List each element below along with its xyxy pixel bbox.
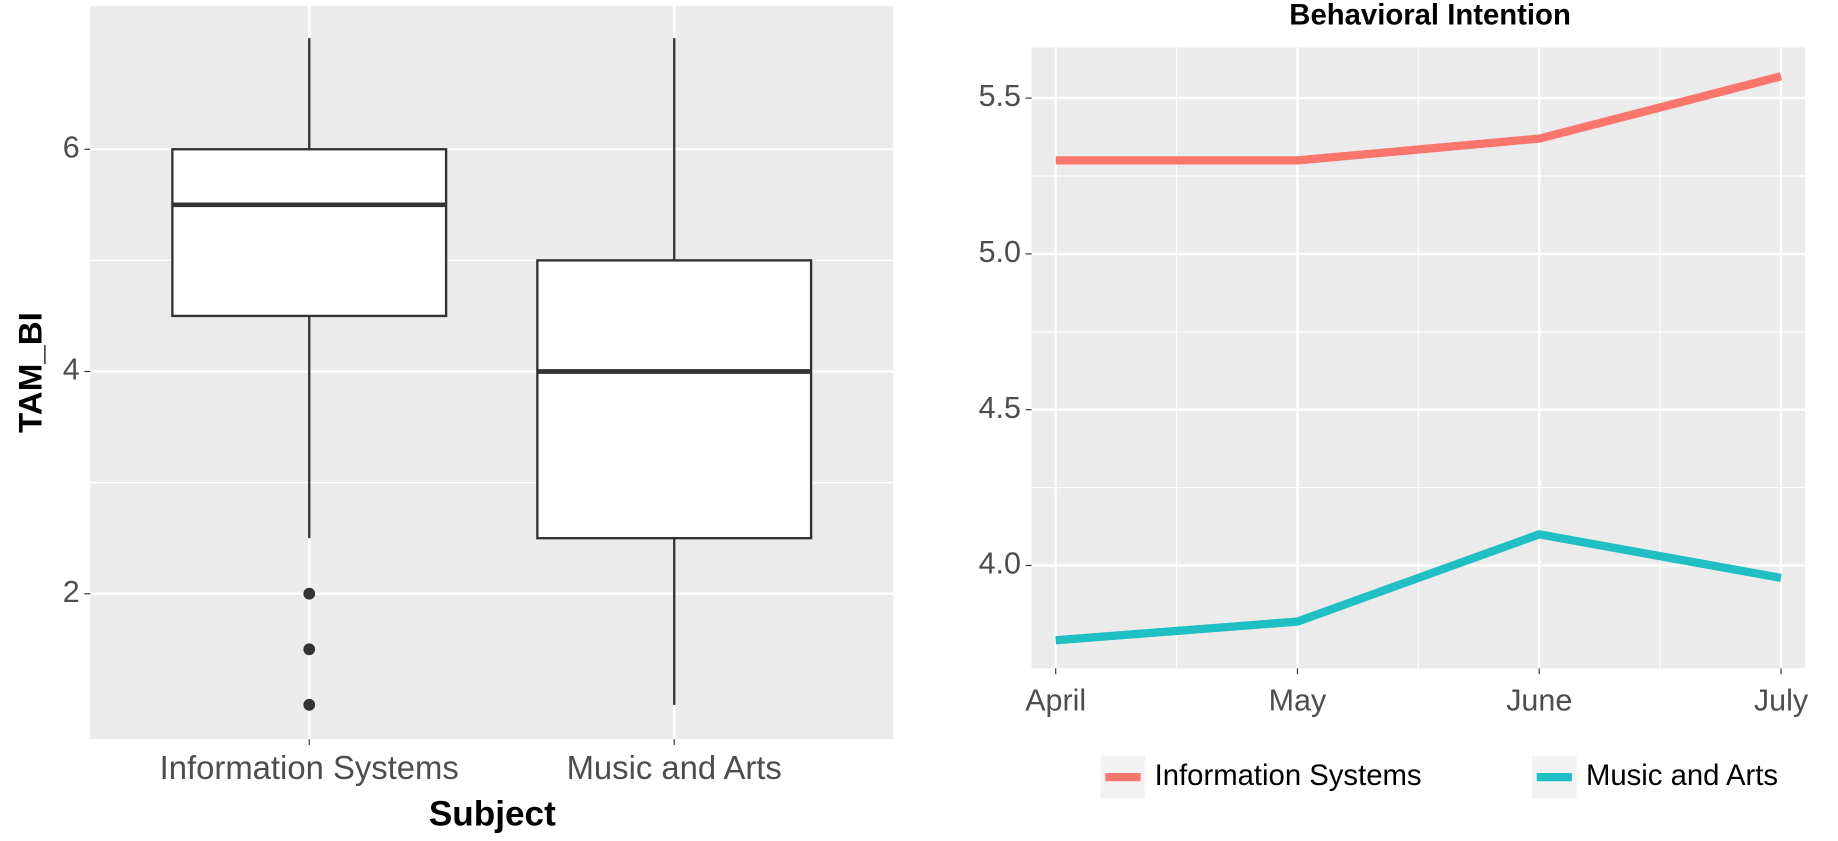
outlier — [303, 643, 316, 656]
y-tick-label: 4.0 — [979, 546, 1021, 580]
box — [536, 259, 813, 540]
x-tick-label: Information Systems — [160, 749, 459, 786]
outlier — [303, 698, 316, 711]
legend-label: Information Systems — [1155, 759, 1422, 792]
y-tick-label: 5.0 — [979, 235, 1021, 269]
x-tick-label: July — [1754, 684, 1809, 718]
x-tick-label: Music and Arts — [567, 749, 782, 786]
box — [171, 148, 448, 318]
y-axis-title: TAM_BI — [12, 312, 49, 433]
x-axis-title: Subject — [429, 794, 556, 833]
outlier — [303, 587, 316, 600]
y-tick-label: 6 — [63, 130, 80, 164]
line — [1055, 530, 1782, 645]
x-tick-label: April — [1025, 684, 1086, 718]
y-tick-label: 5.5 — [979, 79, 1021, 113]
y-tick-label: 4 — [63, 352, 80, 386]
legend-label: Music and Arts — [1586, 759, 1778, 792]
line — [1055, 72, 1783, 165]
x-tick-label: May — [1269, 684, 1327, 718]
chart-title: Behavioral Intention — [1289, 0, 1571, 31]
x-tick-label: June — [1506, 684, 1572, 718]
y-tick-label: 2 — [63, 575, 80, 609]
y-tick-label: 4.5 — [979, 391, 1021, 425]
